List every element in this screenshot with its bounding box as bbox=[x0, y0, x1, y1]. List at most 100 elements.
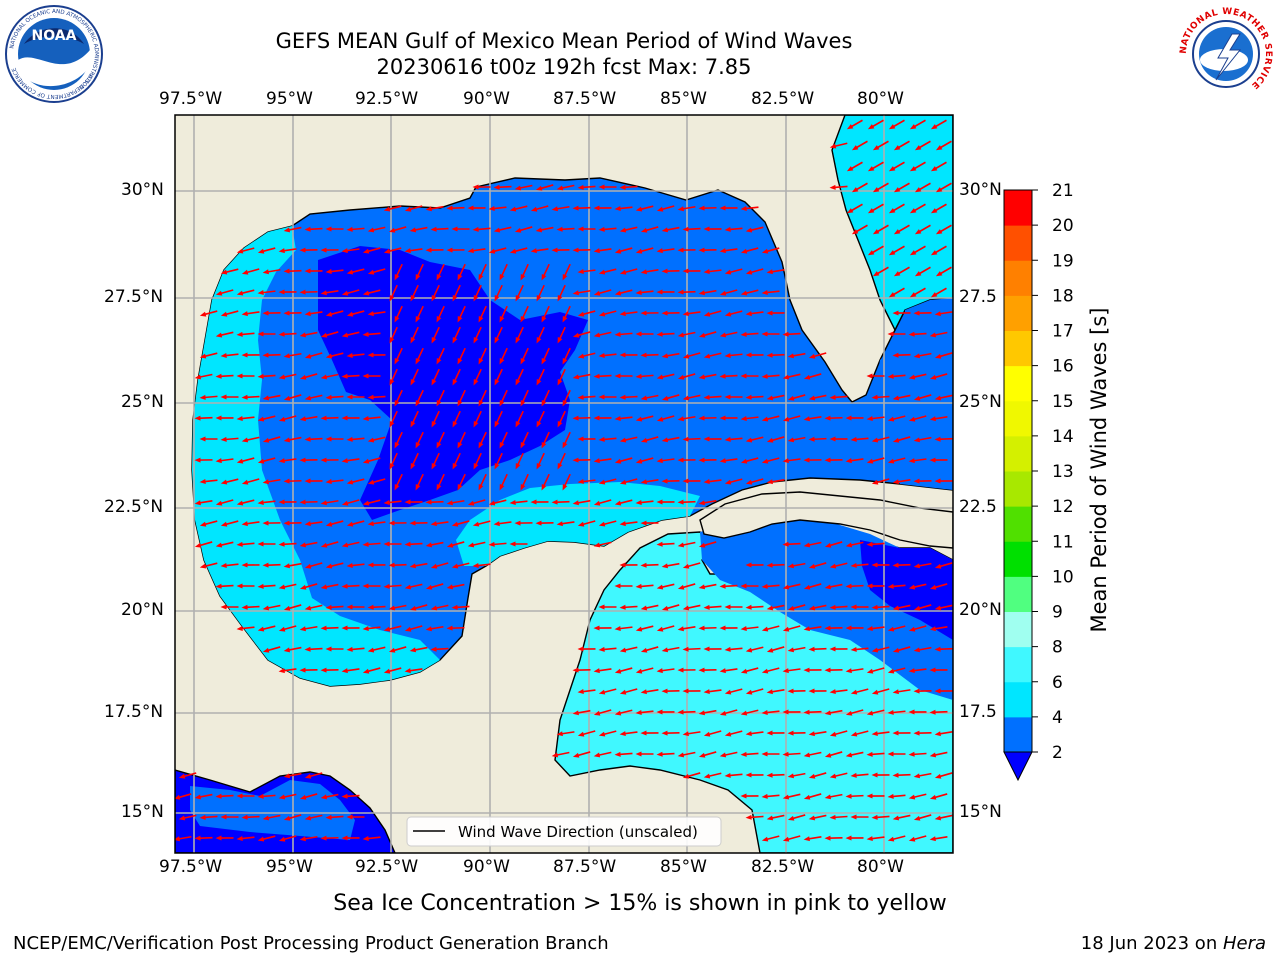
wave-arrow-head bbox=[325, 479, 332, 484]
wave-arrow-head bbox=[515, 463, 521, 470]
wave-arrow-head bbox=[394, 358, 400, 365]
colorbar-bin bbox=[1004, 716, 1032, 753]
wave-arrow-head bbox=[682, 773, 690, 779]
wave-arrow-head bbox=[220, 436, 227, 442]
wave-arrow-head bbox=[782, 416, 790, 422]
wave-arrow-head bbox=[619, 184, 626, 190]
wave-arrow-head bbox=[745, 352, 752, 358]
wave-arrow-head bbox=[278, 416, 286, 422]
wave-arrow-head bbox=[724, 226, 731, 232]
wave-arrow-head bbox=[682, 478, 689, 484]
wave-arrow-head bbox=[892, 605, 900, 611]
wave-arrow-head bbox=[283, 310, 290, 316]
wave-arrow-head bbox=[572, 752, 580, 758]
colorbar-bin bbox=[1004, 646, 1032, 683]
colorbar-bin bbox=[1004, 190, 1032, 226]
wave-arrow-head bbox=[782, 541, 789, 547]
wave-arrow-head bbox=[241, 437, 249, 443]
wave-arrow-head bbox=[236, 626, 243, 631]
wave-arrow-head bbox=[908, 331, 915, 337]
wave-arrow-head bbox=[236, 793, 243, 799]
wave-arrow-head bbox=[703, 269, 710, 275]
wave-arrow-head bbox=[577, 689, 584, 695]
wave-arrow-head bbox=[404, 668, 411, 674]
wave-arrow-head bbox=[766, 730, 773, 736]
wave-arrow-head bbox=[520, 316, 526, 323]
wave-arrow-head bbox=[241, 604, 248, 610]
colorbar-tick-label: 6 bbox=[1052, 673, 1063, 693]
wave-arrow-head bbox=[446, 584, 454, 590]
wave-arrow-head bbox=[299, 374, 307, 380]
wave-arrow-head bbox=[283, 353, 290, 359]
wave-arrow-head bbox=[761, 626, 769, 632]
wave-arrow-head bbox=[635, 751, 642, 757]
lon-label-bottom: 85°W bbox=[660, 857, 707, 877]
wave-arrow-head bbox=[304, 605, 312, 611]
wave-arrow-head bbox=[866, 836, 873, 842]
wave-arrow-head bbox=[740, 290, 748, 296]
wave-arrow-head bbox=[431, 421, 437, 428]
wave-arrow-head bbox=[888, 208, 896, 214]
wave-arrow-head bbox=[909, 208, 917, 214]
wave-arrow-head bbox=[782, 584, 790, 590]
wave-arrow-head bbox=[367, 311, 374, 317]
wave-arrow-head bbox=[845, 835, 852, 841]
wave-arrow-head bbox=[220, 604, 227, 610]
wave-arrow-head bbox=[888, 166, 896, 172]
wave-arrow-head bbox=[457, 274, 463, 281]
wave-arrow-head bbox=[740, 751, 747, 757]
wave-arrow-head bbox=[914, 145, 922, 151]
wave-arrow-head bbox=[872, 229, 880, 235]
wave-arrow-head bbox=[577, 311, 585, 317]
wave-arrow-head bbox=[888, 124, 896, 130]
wave-arrow-head bbox=[388, 520, 395, 526]
wave-arrow-head bbox=[577, 394, 584, 400]
wave-arrow-head bbox=[194, 374, 202, 380]
wave-arrow-head bbox=[872, 145, 880, 151]
colorbar-bin bbox=[1004, 471, 1032, 507]
wave-arrow-head bbox=[304, 353, 312, 359]
colorbar-tick-label: 20 bbox=[1052, 216, 1074, 236]
wave-arrow-head bbox=[520, 358, 526, 365]
wave-arrow-head bbox=[682, 646, 689, 652]
wave-arrow-head bbox=[283, 437, 291, 443]
wave-arrow-head bbox=[577, 436, 584, 442]
wave-arrow-head bbox=[913, 310, 920, 316]
wave-arrow-head bbox=[619, 731, 626, 737]
wave-arrow-head bbox=[635, 248, 643, 254]
wave-arrow-head bbox=[410, 337, 416, 344]
wave-arrow-head bbox=[766, 395, 774, 401]
wave-arrow-head bbox=[389, 421, 395, 428]
wave-arrow-head bbox=[283, 773, 291, 779]
wave-arrow-head bbox=[724, 604, 731, 610]
wave-arrow-head bbox=[320, 290, 327, 296]
wave-arrow-head bbox=[866, 458, 874, 464]
wave-arrow-head bbox=[740, 373, 747, 379]
wave-arrow-head bbox=[257, 416, 265, 422]
wave-arrow-head bbox=[724, 269, 732, 275]
wave-arrow-head bbox=[341, 583, 348, 589]
wave-arrow-head bbox=[934, 311, 941, 317]
colorbar-tick-label: 2 bbox=[1052, 743, 1063, 763]
lon-label-top: 97.5°W bbox=[159, 89, 223, 109]
lon-label-bottom: 87.5°W bbox=[553, 857, 617, 877]
wave-arrow-head bbox=[719, 205, 726, 211]
wave-arrow-head bbox=[909, 166, 917, 172]
wave-arrow-head bbox=[325, 353, 333, 359]
wave-arrow-head bbox=[782, 331, 789, 337]
wave-arrow-head bbox=[430, 646, 437, 652]
wave-arrow-head bbox=[593, 668, 600, 674]
wave-arrow-head bbox=[325, 604, 332, 610]
wave-arrow-head bbox=[787, 437, 795, 443]
wave-arrow-head bbox=[914, 187, 922, 193]
wave-arrow-head bbox=[703, 646, 710, 652]
wave-arrow-head bbox=[698, 205, 705, 211]
wave-arrow-head bbox=[320, 794, 328, 800]
wave-arrow-head bbox=[220, 814, 227, 820]
wave-arrow-head bbox=[299, 499, 306, 505]
wave-arrow-head bbox=[682, 605, 690, 611]
wave-arrow-head bbox=[766, 647, 774, 653]
wave-arrow-head bbox=[220, 394, 227, 400]
wave-arrow-head bbox=[803, 457, 810, 463]
wave-arrow-head bbox=[803, 374, 811, 380]
